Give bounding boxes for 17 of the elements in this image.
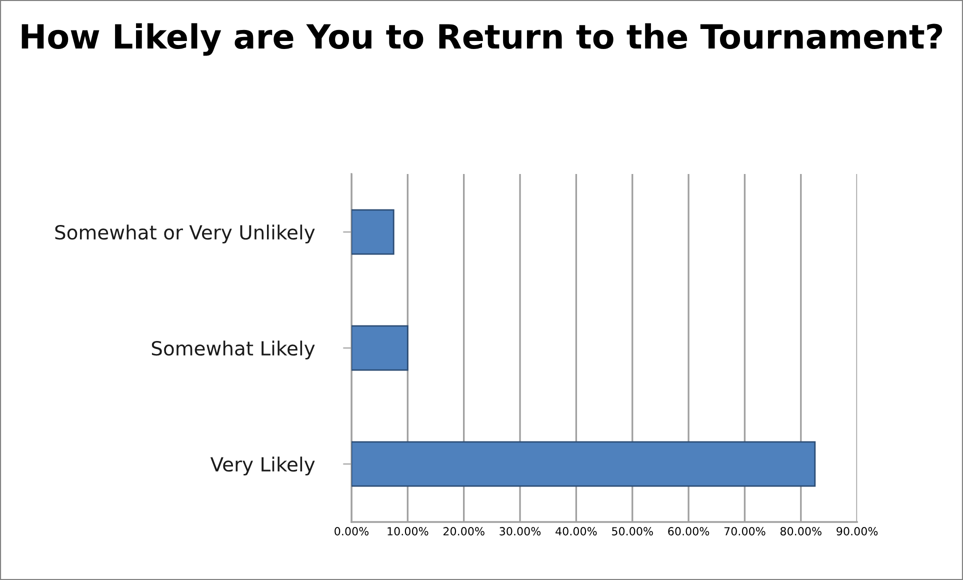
bar xyxy=(351,209,394,255)
y-tick-label: Somewhat Likely xyxy=(152,340,315,360)
x-tick-label: 10.00% xyxy=(388,527,428,536)
x-tick-label: 80.00% xyxy=(780,527,822,536)
x-tick-label: 50.00% xyxy=(612,527,653,536)
chart-title: How Likely are You to Return to the Tournament? xyxy=(22,23,942,56)
x-tick-label: 90.00% xyxy=(836,527,878,536)
y-tick-label: Very Likely xyxy=(210,456,315,476)
y-tick-label: Somewhat or Very Unlikely xyxy=(55,224,315,244)
x-tick-label: 40.00% xyxy=(556,527,597,536)
x-tick-label: 60.00% xyxy=(668,527,710,536)
x-tick-label: 70.00% xyxy=(724,527,766,536)
bar xyxy=(351,441,816,487)
x-tick-label: 30.00% xyxy=(500,527,541,536)
bar xyxy=(351,325,408,371)
x-tick-label: 20.00% xyxy=(443,527,484,536)
x-tick-label: 0.00% xyxy=(334,527,369,536)
